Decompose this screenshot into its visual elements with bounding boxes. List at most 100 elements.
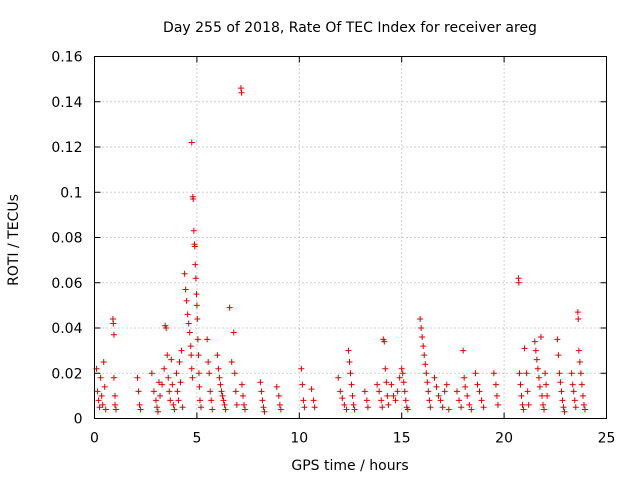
data-point <box>100 358 107 365</box>
data-point <box>148 370 155 377</box>
data-point <box>96 404 103 411</box>
data-point <box>462 383 469 390</box>
y-tick-label: 0.02 <box>51 366 82 382</box>
data-point <box>418 325 425 331</box>
data-point <box>226 304 233 311</box>
data-point <box>111 401 118 408</box>
data-point <box>102 406 109 413</box>
data-point <box>401 388 408 395</box>
data-point <box>166 388 173 395</box>
data-point <box>177 379 184 386</box>
data-point <box>179 404 186 411</box>
x-tick-label: 0 <box>90 431 99 447</box>
data-point <box>577 370 584 377</box>
data-point <box>572 404 579 411</box>
data-point <box>113 406 120 413</box>
data-point <box>230 329 237 336</box>
data-point <box>190 196 197 203</box>
data-point <box>185 320 192 327</box>
data-point <box>419 334 426 341</box>
data-point <box>163 325 170 331</box>
data-point <box>453 388 460 395</box>
x-tick-label: 15 <box>393 431 411 447</box>
y-tick-label: 0.12 <box>51 140 82 156</box>
data-point <box>343 406 350 413</box>
data-point <box>361 388 368 395</box>
data-point <box>433 383 440 390</box>
data-point <box>402 397 409 404</box>
data-point <box>137 406 144 413</box>
data-point <box>581 406 588 413</box>
data-point <box>570 388 577 395</box>
data-point <box>261 408 268 415</box>
data-point <box>335 374 342 381</box>
data-point <box>194 315 201 322</box>
data-point <box>439 404 446 411</box>
data-point <box>301 404 308 411</box>
data-point <box>461 374 468 381</box>
data-point <box>193 302 200 309</box>
data-point <box>538 392 545 399</box>
data-point <box>382 365 389 372</box>
data-point <box>169 381 176 388</box>
data-point <box>191 243 198 250</box>
data-point <box>537 334 544 341</box>
data-point <box>153 404 160 411</box>
data-point <box>554 336 561 343</box>
data-point <box>273 383 280 390</box>
data-point <box>478 397 485 404</box>
data-point <box>524 388 531 395</box>
data-point <box>350 401 357 408</box>
data-point <box>472 370 479 377</box>
data-point <box>543 381 550 388</box>
data-point <box>276 401 283 408</box>
data-point <box>458 404 465 411</box>
data-point <box>183 297 190 304</box>
data-point <box>150 388 157 395</box>
data-point <box>176 358 183 365</box>
data-point <box>558 388 565 395</box>
y-tick-label: 0.14 <box>51 95 82 111</box>
data-point <box>542 370 549 377</box>
data-point <box>188 139 195 146</box>
data-point <box>192 261 199 268</box>
data-point <box>536 383 543 390</box>
data-point <box>299 381 306 388</box>
data-point <box>233 401 240 408</box>
data-point <box>214 352 221 359</box>
data-point <box>241 401 248 408</box>
data-point <box>364 404 371 411</box>
data-point <box>208 397 215 404</box>
y-axis-label: ROTI / TECUs <box>6 194 22 286</box>
data-point <box>374 381 381 388</box>
data-point <box>579 392 586 399</box>
data-point <box>516 370 523 377</box>
data-point <box>175 397 182 404</box>
data-point <box>492 381 499 388</box>
data-point <box>159 381 166 388</box>
data-point <box>424 379 431 386</box>
data-point <box>480 404 487 411</box>
data-point <box>178 347 185 354</box>
data-point <box>535 374 542 381</box>
data-point <box>310 397 317 404</box>
data-point <box>437 397 444 404</box>
data-point <box>258 388 265 395</box>
data-point <box>204 336 211 343</box>
data-point <box>346 358 353 365</box>
data-point <box>575 315 582 322</box>
data-point <box>207 388 214 395</box>
data-point <box>164 352 171 359</box>
data-point <box>426 397 433 404</box>
data-point <box>275 392 282 399</box>
data-point <box>173 370 180 377</box>
data-point <box>425 388 432 395</box>
data-point <box>533 356 540 363</box>
data-point <box>493 392 500 399</box>
data-point <box>398 365 405 372</box>
data-point <box>101 383 108 390</box>
data-point <box>337 388 344 395</box>
data-point <box>394 388 401 395</box>
data-point <box>184 311 191 318</box>
